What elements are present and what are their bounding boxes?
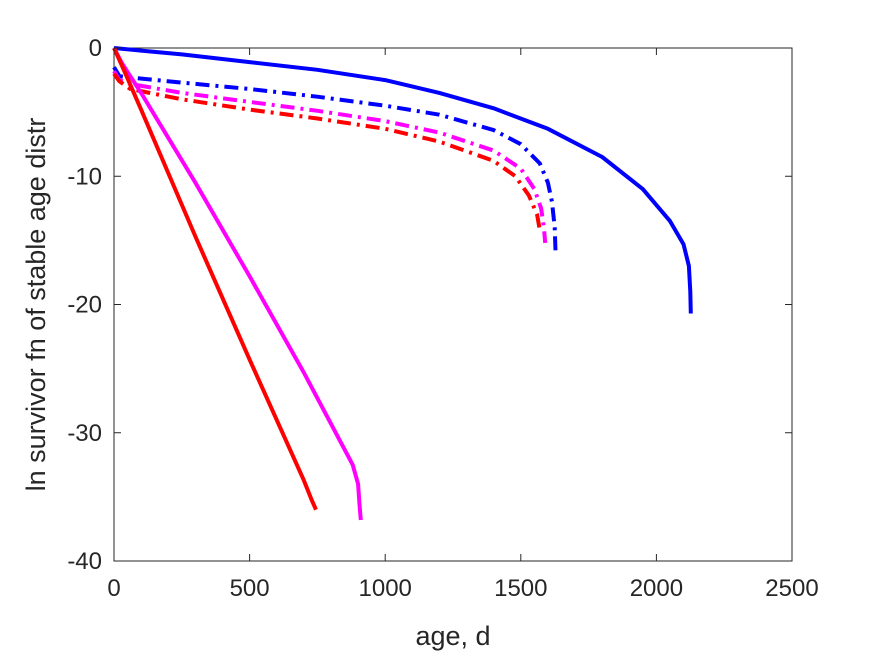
x-tick-label: 2000 [630,575,683,602]
x-tick-label: 2500 [765,575,818,602]
x-tick-label: 1500 [494,575,547,602]
plot-area: 0 500 1000 1500 2000 2500 0 -10 -20 -30 -40 [67,35,818,602]
y-tick-label: -40 [67,548,102,575]
x-tick-label: 500 [230,575,270,602]
series-line-2 [112,66,558,251]
y-tick-label: -20 [67,292,102,319]
y-tick-label: -10 [67,163,102,190]
x-axis-label: age, d [415,621,490,651]
series-line-6 [112,47,318,511]
y-tick-label: 0 [89,35,102,62]
series-line-5 [112,47,363,521]
y-tick-label: -30 [67,420,102,447]
series-line-1 [113,46,693,314]
y-axis-label: ln survivor fn of stable age distr [21,118,51,492]
x-tick-label: 0 [107,575,120,602]
series-layer [112,46,693,521]
x-tick-label: 1000 [359,575,412,602]
tick-layer: 0 500 1000 1500 2000 2500 0 -10 -20 -30 -40 [67,35,818,602]
series-line-3 [112,70,548,244]
